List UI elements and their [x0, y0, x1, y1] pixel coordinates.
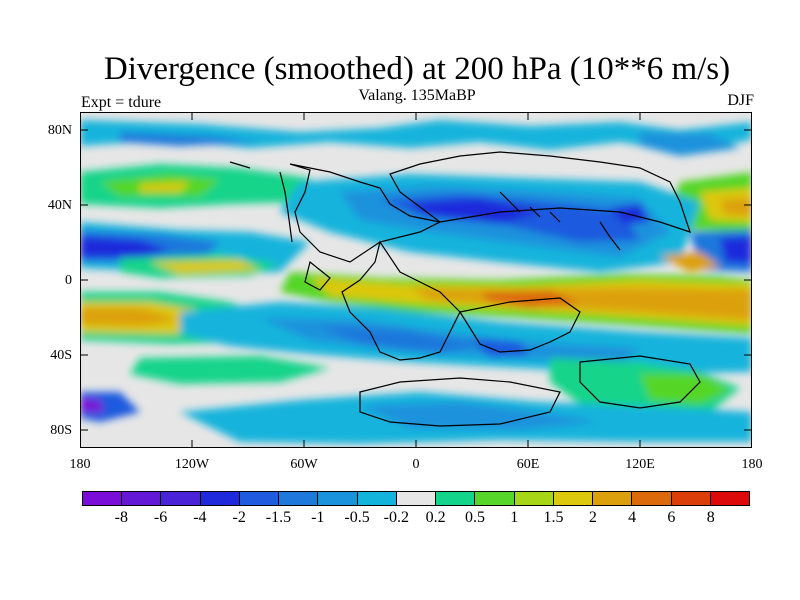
colorbar-tick-label: -6: [153, 509, 168, 526]
plot-subtitle: Valang. 135MaBP: [358, 87, 476, 104]
colorbar-segment: [318, 491, 358, 506]
colorbar-tick-label: -0.2: [383, 509, 409, 526]
colorbar-tick-label: 4: [628, 509, 637, 526]
lon-label-60e: 60E: [516, 457, 540, 472]
colorbar-tick-label: 0.2: [425, 509, 446, 526]
colorbar-segment: [632, 491, 672, 506]
lat-label-40s: 40S: [50, 348, 72, 363]
lat-label-80s: 80S: [50, 423, 72, 438]
colorbar: [82, 491, 750, 506]
divergence-map: [80, 112, 752, 448]
colorbar-segment: [122, 491, 162, 506]
colorbar-segment: [161, 491, 201, 506]
colorbar-segment: [475, 491, 515, 506]
season-label: DJF: [727, 92, 754, 109]
lon-label-120e: 120E: [625, 457, 655, 472]
colorbar-segment: [396, 491, 437, 506]
colorbar-tick-label: -2: [232, 509, 246, 526]
colorbar-segment: [593, 491, 633, 506]
colorbar-tick-label: -0.5: [344, 509, 370, 526]
colorbar-tick-label: 1.5: [543, 509, 564, 526]
colorbar-segment: [279, 491, 319, 506]
colorbar-segment: [671, 491, 711, 506]
colorbar-segment: [514, 491, 554, 506]
colorbar-tick-label: 6: [667, 509, 676, 526]
map-panel: [80, 112, 752, 448]
colorbar-segment: [553, 491, 594, 506]
lon-label-0: 0: [412, 457, 420, 472]
coastlines: [229, 151, 701, 427]
colorbar-tick-label: 2: [588, 509, 597, 526]
lon-label-180w: 180: [69, 457, 91, 472]
colorbar-tick-label: -8: [114, 509, 128, 526]
colorbar-segment: [82, 491, 123, 506]
colorbar-segment: [436, 491, 476, 506]
lat-label-80n: 80N: [47, 123, 72, 138]
colorbar-tick-label: 0.5: [464, 509, 485, 526]
experiment-label: Expt = tdure: [81, 94, 162, 111]
colorbar-tick-label: -1.5: [265, 509, 292, 526]
lon-label-180e: 180: [741, 457, 763, 472]
plot-title: Divergence (smoothed) at 200 hPa (10**6 …: [103, 51, 731, 87]
colorbar-tick-label: 8: [706, 509, 715, 526]
divergence-field: [80, 120, 752, 444]
colorbar-segment: [200, 491, 240, 506]
colorbar-tick-label: -1: [311, 509, 325, 526]
map-ticks: [80, 112, 752, 448]
colorbar-tick-label: -4: [193, 509, 207, 526]
colorbar-segment: [357, 491, 397, 506]
lat-label-40n: 40N: [47, 198, 72, 213]
colorbar-tick-label: 1: [510, 509, 519, 526]
lat-label-0: 0: [65, 273, 72, 288]
lon-label-120w: 120W: [174, 457, 210, 472]
lon-label-60w: 60W: [290, 457, 318, 472]
colorbar-segment: [239, 491, 280, 506]
colorbar-segment: [710, 491, 750, 506]
